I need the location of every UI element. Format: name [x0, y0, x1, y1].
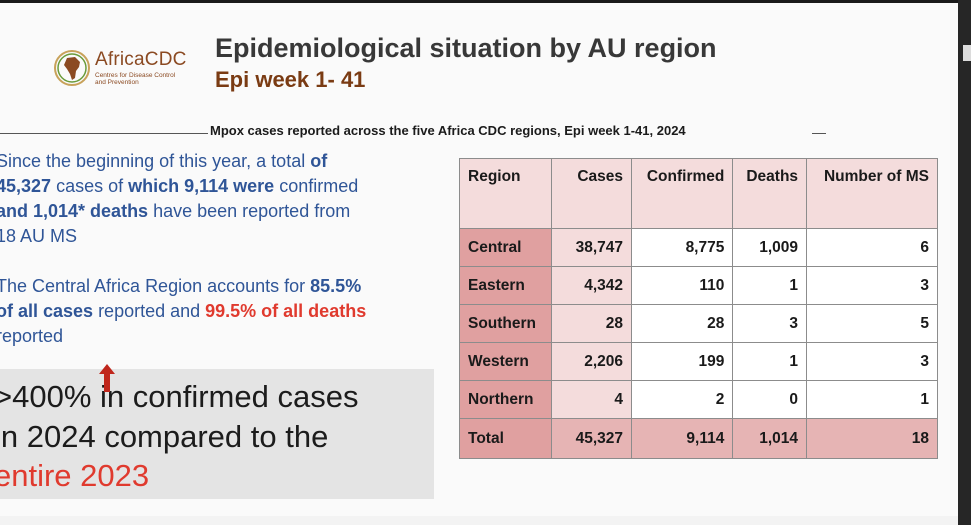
confirmed-cell: 2	[630, 380, 734, 419]
caption-rule-left	[0, 133, 210, 134]
text-bold: which 9,114 were	[128, 176, 275, 196]
logo-name: AfricaCDC	[95, 49, 187, 70]
africa-cdc-logo: AfricaCDC Centres for Disease Control an…	[53, 49, 203, 89]
table-caption: Mpox cases reported across the five Afri…	[208, 123, 688, 138]
total-deaths-cell: 1,014	[732, 418, 808, 459]
header-region: Region	[459, 158, 552, 229]
header-number-of-ms: Number of MS	[806, 158, 938, 229]
text: cases of	[51, 176, 129, 196]
confirmed-cell: 199	[630, 342, 734, 381]
top-frame-bar	[0, 0, 971, 3]
cases-cell: 38,747	[551, 228, 632, 267]
ms-cell: 3	[806, 342, 938, 381]
highlight-box: >400% in confirmed cases in 2024 compare…	[0, 369, 434, 499]
table-row: Southern 28 28 3 5	[459, 304, 938, 343]
slide-title: Epidemiological situation by AU region	[215, 33, 717, 63]
table-row: Central 38,747 8,775 1,009 6	[459, 228, 938, 267]
summary-paragraph-2: The Central Africa Region accounts for 8…	[0, 274, 436, 349]
arrow-up-icon	[99, 364, 115, 392]
cases-cell: 2,206	[551, 342, 632, 381]
total-ms-cell: 18	[806, 418, 938, 459]
right-frame-bar	[958, 0, 971, 525]
confirmed-cell: 110	[630, 266, 734, 305]
deaths-cell: 0	[732, 380, 808, 419]
text: confirmed	[274, 176, 359, 196]
cases-cell: 4	[551, 380, 632, 419]
deaths-cell: 1	[732, 266, 808, 305]
text-bold: of	[310, 151, 328, 171]
table-total-row: Total 45,327 9,114 1,014 18	[459, 418, 938, 459]
header-confirmed: Confirmed	[630, 158, 734, 229]
total-confirmed-cell: 9,114	[630, 418, 734, 459]
caption-rule-right	[812, 133, 826, 134]
text: The Central Africa Region accounts for	[0, 276, 311, 296]
highlight-line-3: entire 2023	[0, 458, 150, 493]
ms-cell: 3	[806, 266, 938, 305]
slide: AfricaCDC Centres for Disease Control an…	[0, 3, 958, 516]
region-cell: Central	[459, 228, 552, 267]
text-bold: of all cases	[0, 301, 94, 321]
confirmed-cell: 8,775	[630, 228, 734, 267]
text-bold-red: 99.5% of all deaths	[205, 301, 367, 321]
cases-cell: 4,342	[551, 266, 632, 305]
header-cases: Cases	[551, 158, 632, 229]
text: Since the beginning of this year, a tota…	[0, 151, 311, 171]
highlight-line-2: in 2024 compared to the	[0, 419, 329, 454]
deaths-cell: 1	[732, 342, 808, 381]
text: reported and	[93, 301, 206, 321]
africa-map-icon	[54, 50, 90, 86]
ms-cell: 6	[806, 228, 938, 267]
confirmed-cell: 28	[630, 304, 734, 343]
slide-subtitle: Epi week 1- 41	[215, 67, 366, 92]
text-bold: 85.5%	[310, 276, 362, 296]
deaths-cell: 3	[732, 304, 808, 343]
table-row: Northern 4 2 0 1	[459, 380, 938, 419]
text: 18 AU MS	[0, 226, 78, 246]
cases-cell: 28	[551, 304, 632, 343]
total-cases-cell: 45,327	[551, 418, 632, 459]
table-row: Eastern 4,342 110 1 3	[459, 266, 938, 305]
region-cell: Western	[459, 342, 552, 381]
total-label-cell: Total	[459, 418, 552, 459]
text-bold: and 1,014* deaths	[0, 201, 149, 221]
text-bold: 45,327	[0, 176, 52, 196]
table-row: Western 2,206 199 1 3	[459, 342, 938, 381]
ms-cell: 1	[806, 380, 938, 419]
header-deaths: Deaths	[732, 158, 808, 229]
highlight-line-1: >400% in confirmed cases	[0, 379, 359, 414]
logo-subtitle-2: and Prevention	[95, 79, 139, 86]
ms-cell: 5	[806, 304, 938, 343]
summary-paragraph-1: Since the beginning of this year, a tota…	[0, 149, 436, 249]
region-cell: Eastern	[459, 266, 552, 305]
region-cell: Southern	[459, 304, 552, 343]
text: have been reported from	[148, 201, 351, 221]
region-cell: Northern	[459, 380, 552, 419]
logo-subtitle-1: Centres for Disease Control	[95, 72, 176, 79]
text: reported	[0, 326, 64, 346]
bottom-frame-bar	[0, 516, 958, 525]
deaths-cell: 1,009	[732, 228, 808, 267]
epi-table: Region Cases Confirmed Deaths Number of …	[459, 158, 938, 459]
table-header-row: Region Cases Confirmed Deaths Number of …	[459, 158, 938, 229]
side-chip	[963, 45, 971, 61]
